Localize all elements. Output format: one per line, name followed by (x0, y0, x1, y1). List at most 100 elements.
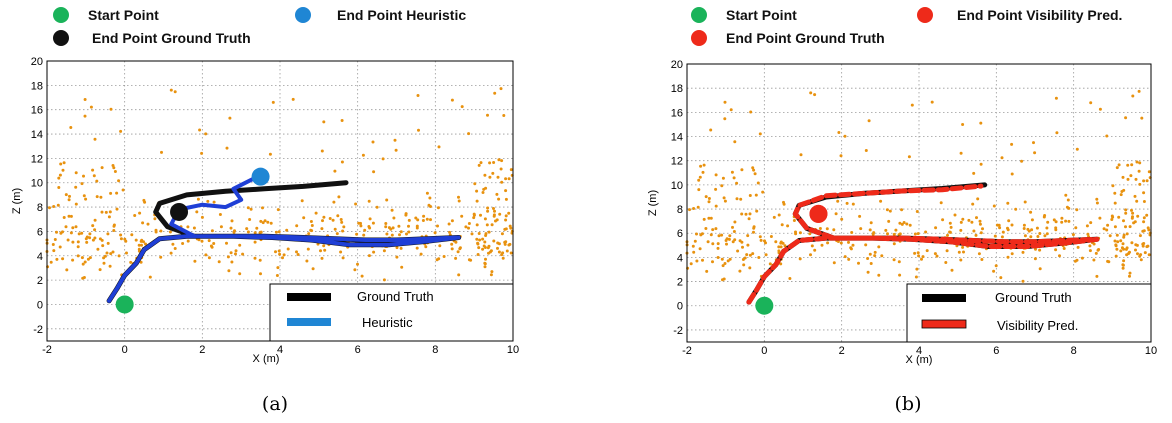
landmark-point (914, 275, 918, 279)
landmark-point (399, 246, 403, 250)
landmark-point (1125, 246, 1129, 250)
landmark-point (1141, 229, 1145, 233)
landmark-point (1095, 201, 1099, 205)
landmark-point (134, 238, 138, 242)
landmark-point (198, 128, 202, 132)
landmark-point (1119, 249, 1123, 253)
landmark-point (339, 250, 343, 254)
landmark-point (1075, 208, 1079, 212)
landmark-point (300, 199, 304, 203)
landmark-point (509, 168, 513, 172)
landmark-point (206, 199, 210, 203)
landmark-point (751, 166, 755, 170)
landmark-point (417, 128, 420, 132)
landmark-point (473, 182, 477, 186)
landmark-point (1115, 233, 1119, 237)
landmark-point (490, 223, 494, 227)
x-axis-label: X (m) (253, 353, 280, 365)
landmark-point (905, 222, 909, 226)
landmark-point (509, 226, 513, 230)
landmark-point (721, 278, 724, 282)
landmark-point (81, 276, 85, 280)
landmark-point (486, 206, 490, 210)
landmark-point (1074, 226, 1078, 230)
landmark-point (780, 223, 784, 227)
plot-a-scatter (45, 87, 514, 282)
landmark-point (479, 161, 483, 165)
landmark-point (1142, 220, 1146, 224)
landmark-point (810, 244, 814, 248)
landmark-point (948, 230, 952, 234)
landmark-point (843, 134, 847, 138)
landmark-point (774, 240, 778, 244)
landmark-point (1122, 247, 1126, 251)
landmark-point (692, 207, 696, 210)
landmark-point (450, 219, 454, 223)
landmark-point (813, 248, 817, 252)
landmark-point (740, 168, 744, 172)
landmark-point (877, 245, 881, 249)
landmark-point (763, 239, 766, 243)
landmark-point (1135, 199, 1139, 203)
landmark-point (493, 209, 496, 213)
landmark-point (752, 230, 755, 234)
landmark-point (154, 230, 158, 234)
start-point-icon (691, 7, 707, 23)
y-tick-label: 20 (31, 56, 43, 68)
landmark-point (266, 220, 270, 224)
landmark-point (779, 240, 783, 244)
landmark-point (454, 240, 458, 244)
landmark-point (704, 195, 708, 199)
landmark-point (1033, 257, 1037, 261)
landmark-point (436, 206, 440, 210)
landmark-point (897, 260, 901, 264)
landmark-point (752, 226, 756, 230)
landmark-point (1095, 274, 1099, 278)
x-tick-label: 0 (761, 345, 767, 357)
landmark-point (246, 206, 250, 210)
landmark-point (58, 245, 62, 249)
landmark-point (1067, 219, 1071, 223)
landmark-point (385, 198, 389, 202)
landmark-point (261, 206, 264, 210)
landmark-point (695, 232, 698, 236)
landmark-point (83, 114, 87, 118)
landmark-point (88, 256, 92, 260)
landmark-point (361, 153, 365, 157)
landmark-point (148, 275, 152, 279)
landmark-point (696, 205, 700, 209)
landmark-point (717, 234, 721, 238)
landmark-point (798, 257, 802, 261)
landmark-point (108, 264, 112, 268)
landmark-point (113, 170, 117, 173)
landmark-point (759, 238, 763, 242)
landmark-point (1124, 208, 1128, 212)
landmark-point (1113, 201, 1117, 205)
landmark-point (749, 110, 753, 114)
landmark-point (1113, 191, 1117, 195)
landmark-point (962, 250, 965, 254)
landmark-point (112, 166, 116, 170)
landmark-point (484, 232, 488, 236)
landmark-point (888, 209, 892, 213)
landmark-point (913, 251, 917, 255)
landmark-point (229, 226, 233, 230)
landmark-point (390, 208, 394, 212)
landmark-point (425, 191, 429, 195)
landmark-point (699, 164, 703, 168)
landmark-point (359, 224, 363, 228)
landmark-point (847, 240, 850, 244)
landmark-point (121, 188, 125, 192)
landmark-point (102, 261, 106, 265)
landmark-point (999, 276, 1003, 280)
landmark-point (1145, 179, 1149, 183)
landmark-point (1029, 235, 1033, 239)
y-tick-label: 12 (31, 153, 43, 165)
landmark-point (818, 227, 822, 230)
landmark-point (69, 214, 73, 218)
landmark-point (341, 256, 345, 260)
landmark-point (141, 221, 145, 225)
landmark-point (96, 247, 100, 251)
landmark-point (111, 250, 115, 254)
landmark-point (234, 249, 238, 253)
